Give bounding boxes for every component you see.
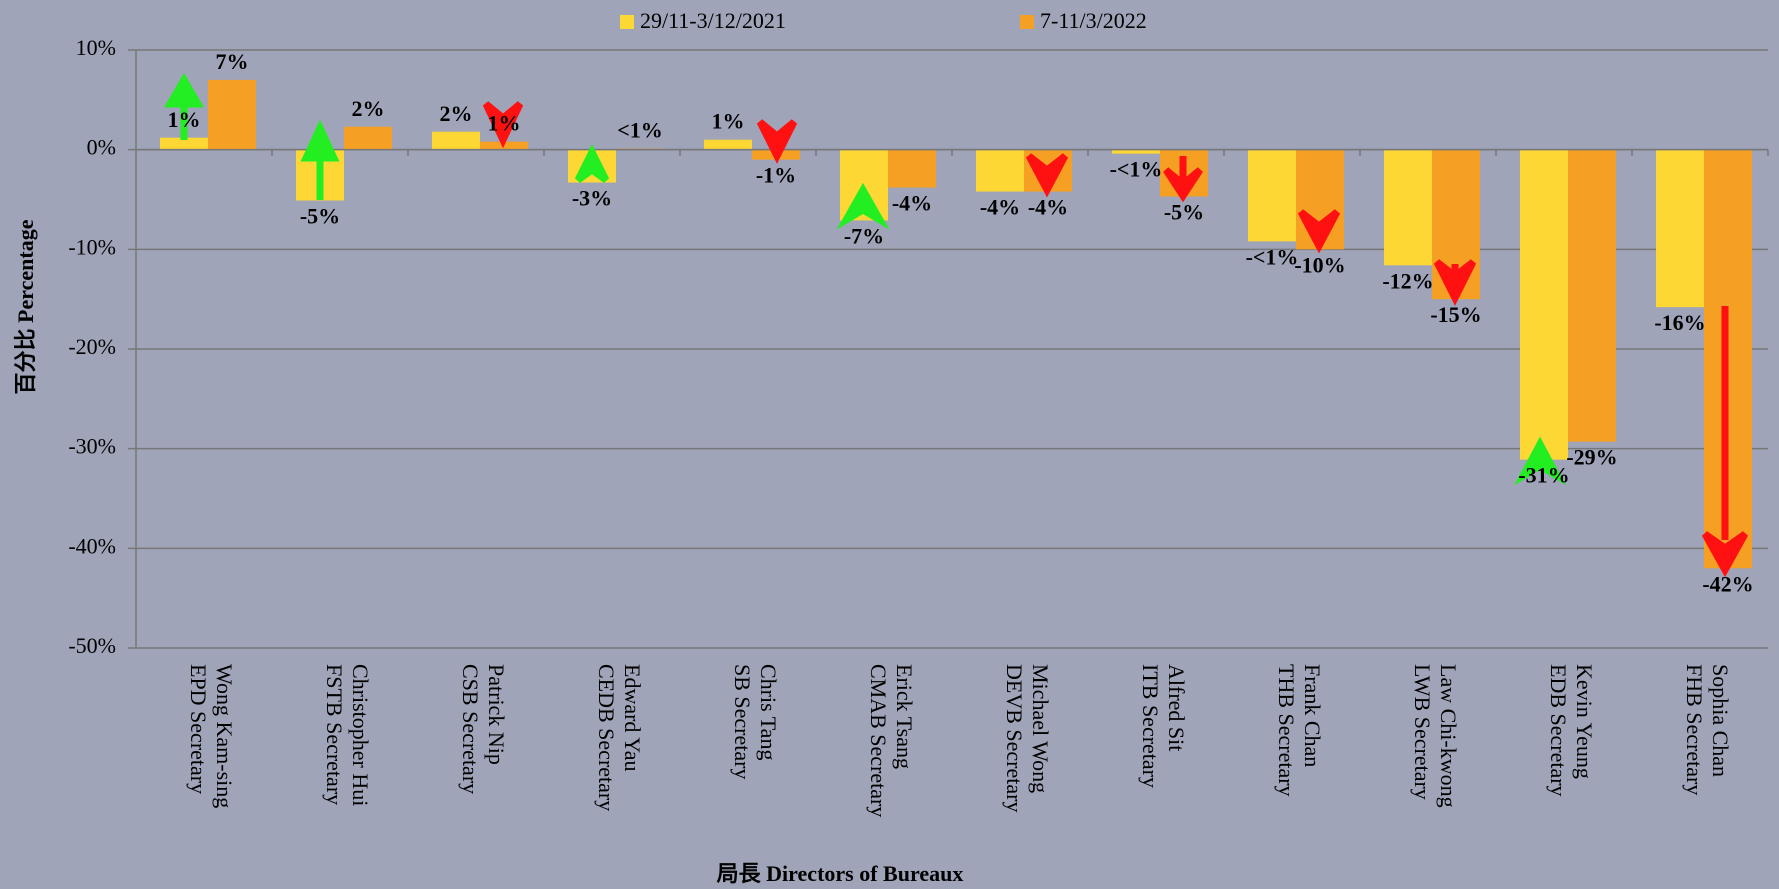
x-tick-label: Alfred Sit	[1164, 664, 1189, 751]
value-label: -1%	[756, 163, 796, 188]
x-tick-label: LWB Secretary	[1410, 664, 1435, 800]
bar	[1568, 149, 1616, 442]
y-tick-label: -10%	[68, 234, 116, 259]
bar	[344, 126, 392, 150]
x-tick-label: ITB Secretary	[1138, 664, 1163, 788]
x-tick-label: Edward Yau	[620, 664, 645, 772]
value-label: -3%	[572, 186, 612, 211]
value-label: 1%	[712, 109, 745, 134]
x-tick-label: Law Chi-kwong	[1436, 664, 1461, 808]
value-label: -<1%	[1110, 157, 1163, 182]
bar	[976, 149, 1024, 192]
x-tick-label: THB Secretary	[1274, 664, 1299, 797]
x-tick-label: Chris Tang	[756, 664, 781, 760]
x-axis-label: 局長 Directors of Bureaux	[717, 861, 964, 886]
x-tick-label: CEDB Secretary	[594, 664, 619, 811]
value-label: 1%	[168, 107, 201, 132]
value-label: -4%	[1028, 195, 1068, 220]
x-tick-label: EPD Secretary	[186, 664, 211, 794]
value-label: -5%	[300, 204, 340, 229]
down-arrow	[1297, 209, 1341, 254]
x-tick-label: FHB Secretary	[1682, 664, 1707, 795]
x-tick-label: Michael Wong	[1028, 664, 1053, 793]
plot	[128, 49, 1769, 649]
legend-swatch	[620, 15, 634, 29]
down-arrow	[1025, 153, 1069, 198]
value-label: 2%	[440, 101, 473, 126]
value-label: <1%	[617, 118, 663, 143]
bar	[704, 139, 752, 150]
x-tick-label: CSB Secretary	[458, 664, 483, 794]
x-tick-label: Kevin Yeung	[1572, 664, 1597, 779]
value-label: 2%	[352, 96, 385, 121]
x-tick-label: Frank Chan	[1300, 664, 1325, 767]
value-label: -29%	[1566, 445, 1617, 470]
bar	[1384, 149, 1432, 266]
bar	[208, 79, 256, 150]
y-tick-label: -40%	[68, 533, 116, 558]
value-label: 1%	[488, 111, 521, 136]
value-label: -31%	[1518, 463, 1569, 488]
down-arrow	[756, 119, 798, 164]
bar	[160, 137, 208, 150]
legend-swatch	[1020, 15, 1034, 29]
y-axis-label: 百分比 Percentage	[13, 219, 38, 394]
bar	[1248, 149, 1296, 242]
bar	[1656, 149, 1704, 308]
y-tick-label: 10%	[76, 35, 116, 60]
value-label: -15%	[1430, 302, 1481, 327]
down-arrow	[482, 101, 524, 149]
x-tick-label: EDB Secretary	[1546, 664, 1571, 797]
down-arrow	[1163, 156, 1203, 203]
bar	[888, 149, 936, 188]
down-arrow	[1701, 306, 1749, 578]
bar	[432, 131, 480, 150]
x-tick-label: Christopher Hui	[348, 664, 373, 806]
legend-label: 29/11-3/12/2021	[640, 8, 786, 33]
up-arrow	[1514, 436, 1566, 486]
bar	[1520, 149, 1568, 460]
value-label: 7%	[216, 49, 249, 74]
value-label: -5%	[1164, 200, 1204, 225]
x-tick-label: FSTB Secretary	[322, 664, 347, 805]
x-tick-label: Sophia Chan	[1708, 664, 1733, 777]
down-arrow	[1433, 259, 1477, 306]
x-tick-label: DEVB Secretary	[1002, 664, 1027, 812]
x-tick-label: CMAB Secretary	[866, 664, 891, 817]
up-arrow	[163, 73, 205, 140]
x-tick-label: SB Secretary	[730, 664, 755, 779]
up-arrow	[836, 182, 890, 230]
legend-label: 7-11/3/2022	[1040, 8, 1147, 33]
bar	[1112, 149, 1160, 154]
value-label: -12%	[1382, 268, 1433, 293]
x-tick-label: Erick Tsang	[892, 664, 917, 769]
arrows	[163, 73, 1749, 578]
value-label: -7%	[844, 223, 884, 248]
value-label: -16%	[1654, 310, 1705, 335]
value-label: -4%	[892, 191, 932, 216]
value-label: -4%	[980, 195, 1020, 220]
y-tick-label: -20%	[68, 334, 116, 359]
y-tick-label: -50%	[68, 633, 116, 658]
value-label: -10%	[1294, 252, 1345, 277]
x-tick-label: Patrick Nip	[484, 664, 509, 765]
y-tick-label: -30%	[68, 434, 116, 459]
up-arrow	[300, 119, 340, 200]
up-arrow	[574, 144, 610, 183]
y-tick-label: 0%	[87, 135, 116, 160]
value-label: -42%	[1702, 571, 1753, 596]
value-label: -<1%	[1246, 244, 1299, 269]
x-tick-label: Wong Kam-sing	[212, 664, 237, 808]
